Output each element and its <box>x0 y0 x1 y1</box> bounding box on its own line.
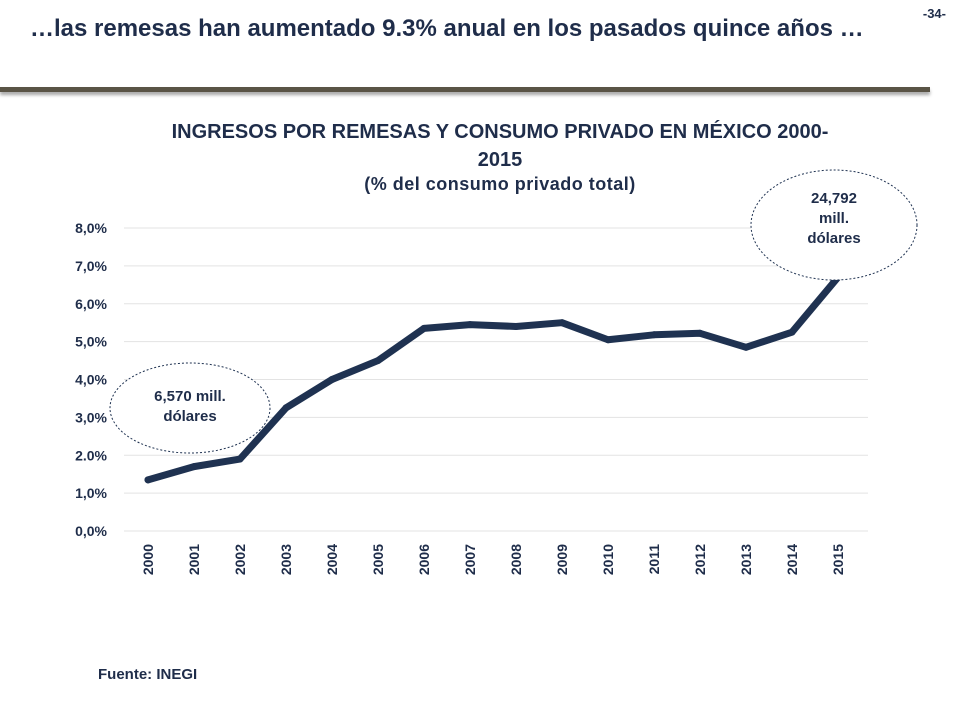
x-tick-label: 2004 <box>324 544 340 575</box>
data-point <box>190 463 198 471</box>
y-tick-label: 3,0% <box>75 409 107 425</box>
chart-subtitle: (% del consumo privado total) <box>364 174 636 194</box>
callout-text: 24,792 mill. dólares <box>807 190 860 247</box>
y-tick-label: 7,0% <box>75 258 107 274</box>
y-tick-label: 5,0% <box>75 334 107 350</box>
x-tick-label: 2013 <box>738 544 754 575</box>
data-point <box>512 322 520 330</box>
callout-ellipse <box>109 362 271 454</box>
y-tick-label: 1,0% <box>75 485 107 501</box>
callout-text-line: 6,570 mill. <box>154 388 226 405</box>
callout-text-line: mill. <box>819 210 849 227</box>
data-point <box>696 329 704 337</box>
x-tick-label: 2006 <box>416 544 432 575</box>
x-tick-label: 2015 <box>830 544 846 575</box>
x-tick-label: 2001 <box>186 544 202 575</box>
data-point <box>788 328 796 336</box>
data-point <box>144 476 152 484</box>
x-tick-label: 2009 <box>554 544 570 575</box>
x-tick-label: 2000 <box>140 544 156 575</box>
chart-title: INGRESOS POR REMESAS Y CONSUMO PRIVADO E… <box>171 121 829 171</box>
x-tick-label: 2010 <box>600 544 616 575</box>
x-tick-label: 2005 <box>370 544 386 575</box>
y-tick-label: 0,0% <box>75 523 107 539</box>
callout-text-line: dólares <box>163 408 216 425</box>
callout-text-line: 24,792 <box>811 190 857 207</box>
data-point <box>742 343 750 351</box>
y-tick-label: 4,0% <box>75 372 107 388</box>
data-point <box>604 336 612 344</box>
y-tick-label: 8,0% <box>75 220 107 236</box>
x-tick-label: 2011 <box>646 544 662 575</box>
page-headline: …las remesas han aumentado 9.3% anual en… <box>30 15 864 42</box>
y-tick-label: 6,0% <box>75 296 107 312</box>
x-tick-label: 2002 <box>232 544 248 575</box>
callout-text-line: dólares <box>807 230 860 247</box>
x-tick-label: 2003 <box>278 544 294 575</box>
callout-text: 6,570 mill. dólares <box>154 388 226 425</box>
page-number: -34- <box>922 6 946 21</box>
data-point <box>466 321 474 329</box>
data-point <box>420 324 428 332</box>
data-point <box>650 331 658 339</box>
headline-rule <box>0 87 930 92</box>
series-line <box>144 273 842 484</box>
x-tick-label: 2008 <box>508 544 524 575</box>
data-point <box>282 404 290 412</box>
source-note: Fuente: INEGI <box>98 666 198 683</box>
y-tick-label: 2.0% <box>75 447 107 463</box>
x-tick-label: 2014 <box>784 544 800 575</box>
data-point <box>236 455 244 463</box>
x-tick-label: 2007 <box>462 544 478 575</box>
data-point <box>328 376 336 383</box>
data-point <box>374 357 382 365</box>
x-tick-label: 2012 <box>692 544 708 575</box>
callout-ellipse <box>750 169 918 281</box>
data-point <box>558 319 566 327</box>
